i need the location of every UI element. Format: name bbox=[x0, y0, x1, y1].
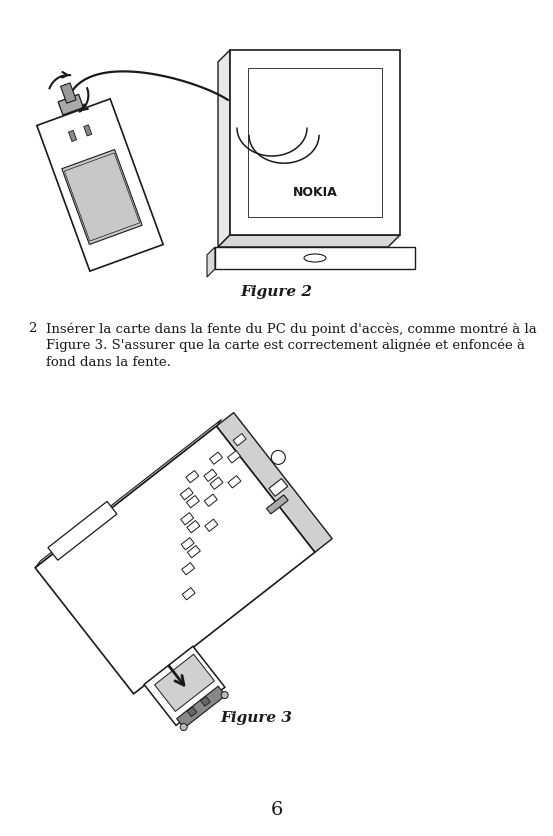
Polygon shape bbox=[210, 452, 222, 464]
Polygon shape bbox=[176, 686, 226, 728]
Polygon shape bbox=[227, 451, 241, 463]
Ellipse shape bbox=[180, 724, 187, 731]
Polygon shape bbox=[154, 655, 215, 711]
Polygon shape bbox=[248, 68, 382, 217]
Polygon shape bbox=[228, 476, 241, 488]
Polygon shape bbox=[144, 646, 225, 726]
Polygon shape bbox=[201, 696, 210, 706]
Polygon shape bbox=[180, 487, 193, 500]
Text: Insérer la carte dans la fente du PC du point d'accès, comme montré à la: Insérer la carte dans la fente du PC du … bbox=[46, 322, 537, 335]
Polygon shape bbox=[182, 588, 195, 600]
Polygon shape bbox=[187, 521, 200, 533]
Polygon shape bbox=[181, 512, 194, 525]
Polygon shape bbox=[181, 538, 194, 550]
Polygon shape bbox=[186, 496, 199, 507]
Text: Figure 2: Figure 2 bbox=[241, 285, 312, 299]
Polygon shape bbox=[187, 706, 197, 716]
Polygon shape bbox=[62, 150, 142, 244]
Polygon shape bbox=[37, 99, 163, 271]
Ellipse shape bbox=[272, 451, 285, 465]
Polygon shape bbox=[267, 495, 288, 514]
Ellipse shape bbox=[221, 691, 228, 699]
Text: Figure 3. S'assurer que la carte est correctement alignée et enfoncée à: Figure 3. S'assurer que la carte est cor… bbox=[46, 339, 525, 353]
Polygon shape bbox=[84, 125, 92, 136]
Polygon shape bbox=[186, 471, 199, 482]
Polygon shape bbox=[216, 413, 332, 553]
Polygon shape bbox=[230, 50, 400, 235]
Polygon shape bbox=[204, 469, 217, 482]
Ellipse shape bbox=[304, 254, 326, 262]
Polygon shape bbox=[210, 477, 223, 489]
Polygon shape bbox=[64, 153, 140, 241]
Polygon shape bbox=[269, 478, 288, 497]
Polygon shape bbox=[218, 50, 230, 247]
Polygon shape bbox=[215, 247, 415, 269]
Text: fond dans la fente.: fond dans la fente. bbox=[46, 356, 171, 369]
Polygon shape bbox=[61, 83, 76, 103]
Polygon shape bbox=[205, 519, 218, 532]
Polygon shape bbox=[35, 426, 315, 694]
Text: NOKIA: NOKIA bbox=[293, 186, 337, 200]
Polygon shape bbox=[233, 434, 246, 446]
Text: 6: 6 bbox=[270, 801, 283, 819]
Polygon shape bbox=[69, 130, 77, 141]
Polygon shape bbox=[205, 494, 217, 507]
Polygon shape bbox=[35, 420, 222, 568]
Text: 2: 2 bbox=[28, 322, 36, 335]
Polygon shape bbox=[182, 563, 195, 575]
Polygon shape bbox=[207, 247, 215, 277]
Text: Figure 3: Figure 3 bbox=[221, 711, 293, 725]
Polygon shape bbox=[218, 235, 400, 247]
Polygon shape bbox=[58, 94, 84, 115]
Polygon shape bbox=[48, 502, 117, 560]
Polygon shape bbox=[187, 545, 200, 558]
